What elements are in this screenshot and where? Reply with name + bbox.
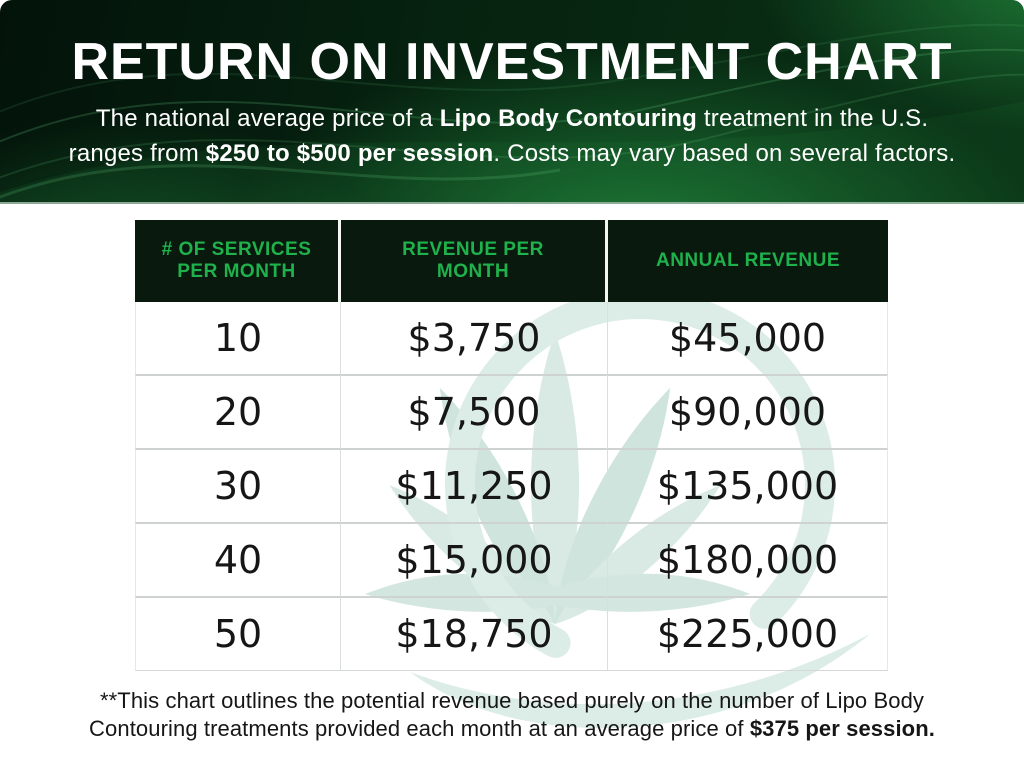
cell-annual-revenue: $90,000 <box>608 374 888 448</box>
table-row: 30 $11,250 $135,000 <box>135 448 888 522</box>
cell-services: 20 <box>135 374 341 448</box>
column-header-annual-revenue: ANNUAL REVENUE <box>608 220 888 302</box>
cell-services: 30 <box>135 448 341 522</box>
table-header-row: # OF SERVICES PER MONTH REVENUE PER MONT… <box>135 220 888 302</box>
footnote-line-1: **This chart outlines the potential reve… <box>99 688 925 713</box>
roi-table: # OF SERVICES PER MONTH REVENUE PER MONT… <box>135 220 888 671</box>
table-row: 40 $15,000 $180,000 <box>135 522 888 596</box>
page-title: RETURN ON INVESTMENT CHART <box>71 33 953 91</box>
column-header-revenue-per-month: REVENUE PER MONTH <box>341 220 608 302</box>
cell-services: 10 <box>135 302 341 374</box>
cell-annual-revenue: $180,000 <box>608 522 888 596</box>
footnote: **This chart outlines the potential reve… <box>0 687 1024 743</box>
table-row: 50 $18,750 $225,000 <box>135 596 888 671</box>
subtitle-line-2: ranges from $250 to $500 per session. Co… <box>68 140 956 168</box>
cell-monthly-revenue: $3,750 <box>341 302 608 374</box>
footnote-line-2: Contouring treatments provided each mont… <box>89 716 935 741</box>
table-row: 10 $3,750 $45,000 <box>135 302 888 374</box>
subtitle-line-1: The national average price of a Lipo Bod… <box>95 105 929 133</box>
cell-monthly-revenue: $18,750 <box>341 596 608 671</box>
cell-monthly-revenue: $11,250 <box>341 448 608 522</box>
cell-annual-revenue: $45,000 <box>608 302 888 374</box>
cell-monthly-revenue: $7,500 <box>341 374 608 448</box>
cell-services: 40 <box>135 522 341 596</box>
cell-annual-revenue: $225,000 <box>608 596 888 671</box>
cell-services: 50 <box>135 596 341 671</box>
table-row: 20 $7,500 $90,000 <box>135 374 888 448</box>
cell-monthly-revenue: $15,000 <box>341 522 608 596</box>
header-banner: RETURN ON INVESTMENT CHART The national … <box>0 0 1024 204</box>
cell-annual-revenue: $135,000 <box>608 448 888 522</box>
leaf-logo-watermark-icon <box>365 289 870 729</box>
column-header-services-per-month: # OF SERVICES PER MONTH <box>135 220 341 302</box>
